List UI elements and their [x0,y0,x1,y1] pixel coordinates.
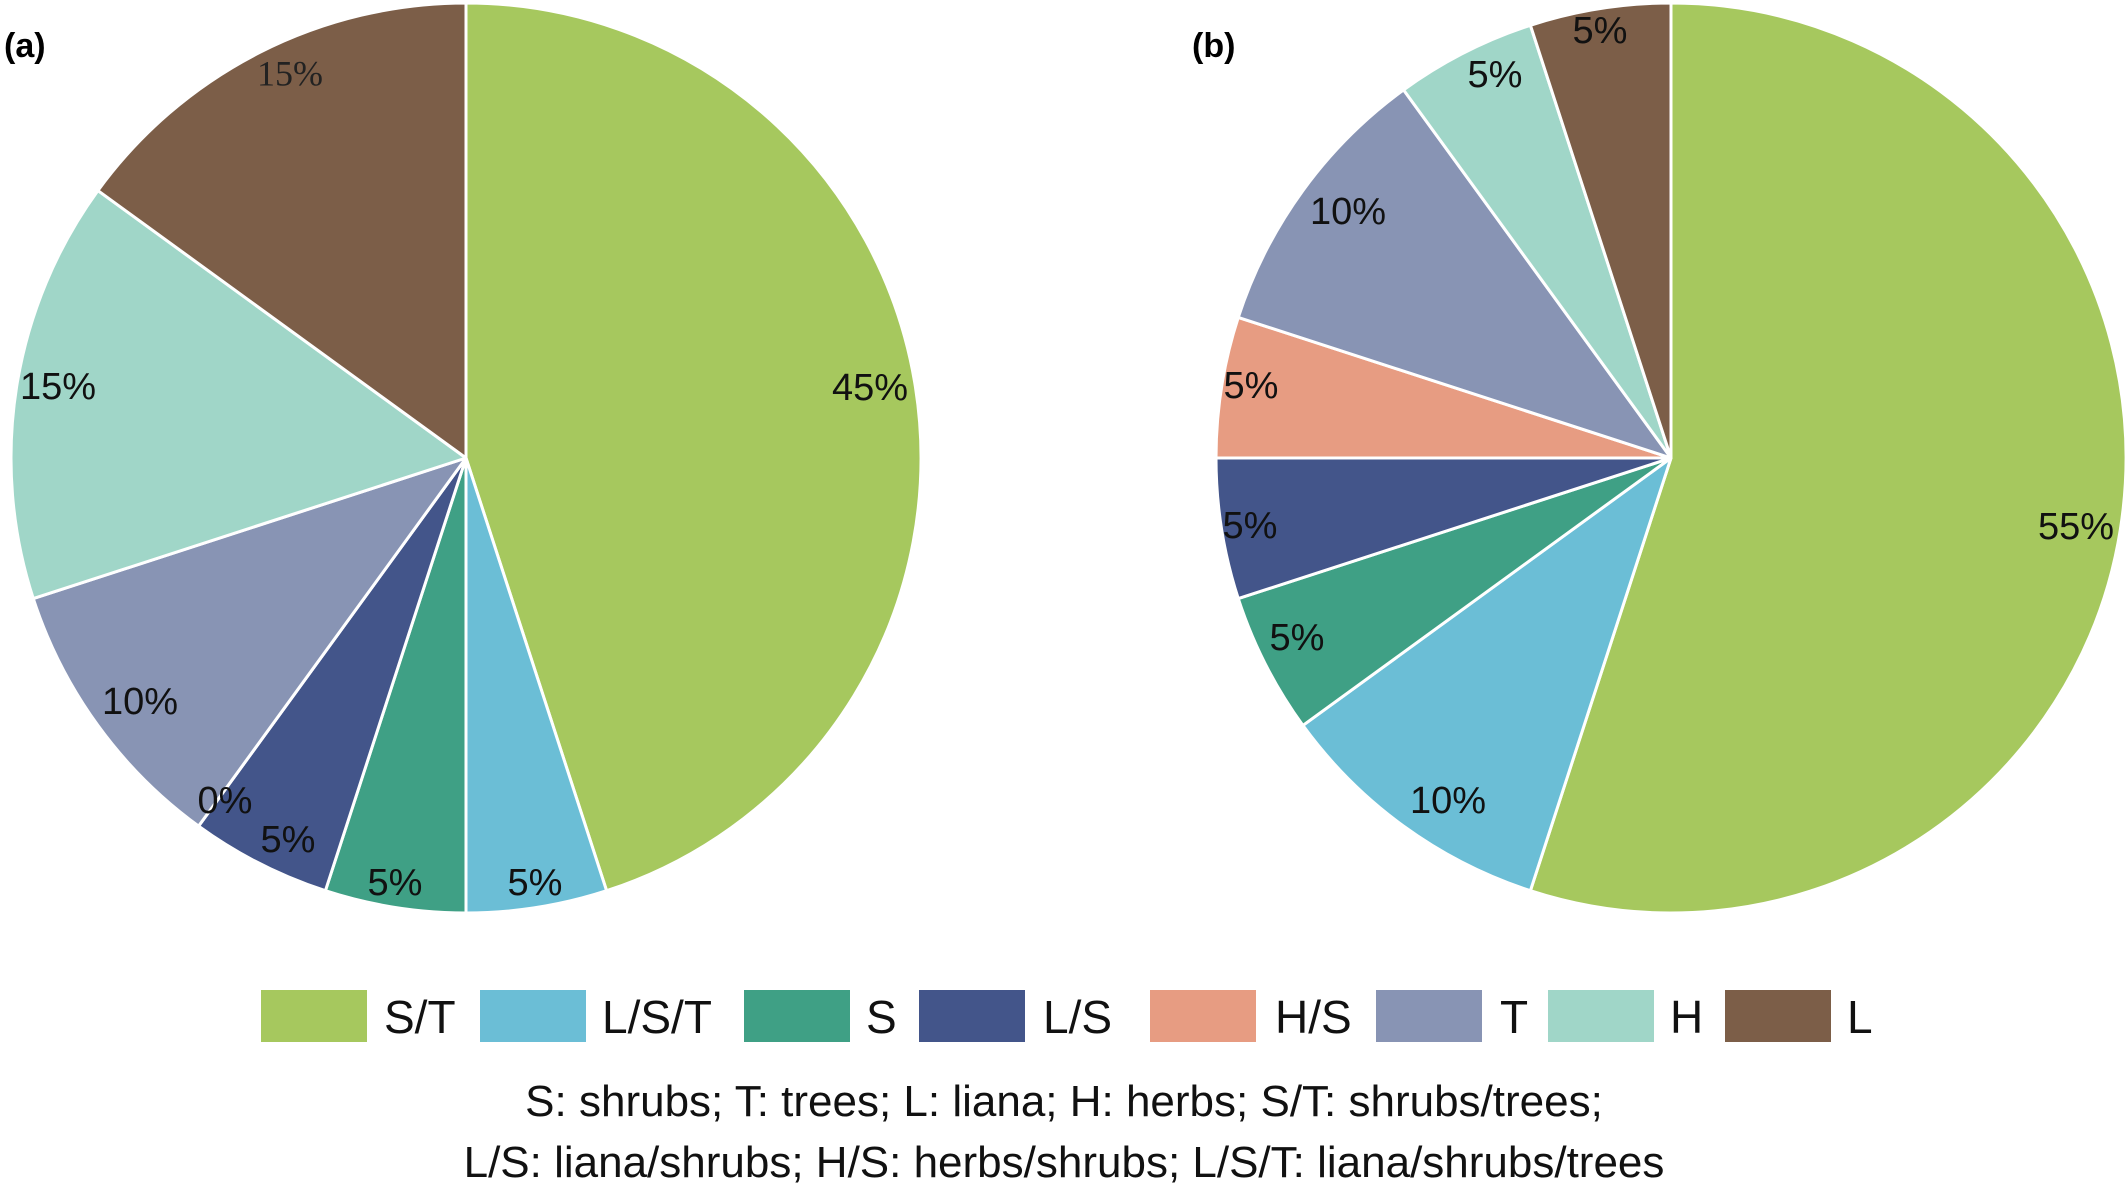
pie-a-slice-l-s-t [464,456,609,915]
pie-b-label-l-s: 5% [1223,505,1278,547]
legend-swatch-h-s [1150,990,1256,1042]
pie-a-slice-h [9,189,468,601]
legend-swatch-s-t [261,990,367,1042]
pie-a-label-h-s: 0% [198,780,253,822]
abbreviation-note-line-1: S: shrubs; T: trees; L: liana; H: herbs;… [525,1077,1603,1126]
legend-label-h-s: H/S [1275,991,1352,1043]
pie-b-slice-h [1402,23,1673,460]
legend-swatch-s [744,990,850,1042]
abbreviation-note-line-2: L/S: liana/shrubs; H/S: herbs/shrubs; L/… [463,1138,1665,1187]
pie-a-slice-t [31,456,468,828]
pie-b-label-h-s: 5% [1224,365,1279,407]
legend-swatch-l-s-t [480,990,586,1042]
legend-label-h: H [1670,991,1703,1043]
pie-a-label-l: 15% [257,53,323,93]
pie-b-slice-t [1236,88,1673,460]
legend-label-l-s-t: L/S/T [602,991,712,1043]
pie-b-slice-s [1236,456,1673,727]
pie-a-slice-s-t [464,1,923,893]
pie-b-label-s-t: 55% [2038,506,2114,548]
pie-b-label-h: 5% [1468,54,1523,96]
pie-a-slice-s [323,456,468,915]
legend-label-l: L [1847,991,1873,1043]
pie-a-label-h: 15% [20,366,96,408]
pie-a-slice-l-s [197,456,468,893]
pie-b-slice-h-s [1214,315,1673,460]
pie-a-label-l-s: 5% [261,819,316,861]
legend-swatch-l [1725,990,1831,1042]
pie-a-label-l-s-t: 5% [508,862,563,904]
legend-label-s: S [866,991,897,1043]
pie-b-slice-l-s-t [1301,456,1673,893]
pie-b-label-s: 5% [1270,617,1325,659]
legend-swatch-t [1376,990,1482,1042]
pie-a-label-t: 10% [102,681,178,723]
pie-b-label-l-s-t: 10% [1410,780,1486,822]
panel-label-b: (b) [1192,27,1235,65]
legend-swatch-l-s [919,990,1025,1042]
pie-b-label-l: 5% [1573,10,1628,52]
pie-b-label-t: 10% [1310,191,1386,233]
pie-b-slice-s-t [1528,1,2128,915]
legend-label-t: T [1500,991,1528,1043]
pie-a-label-s: 5% [368,862,423,904]
legend-label-l-s: L/S [1043,991,1112,1043]
pie-a-label-s-t: 45% [832,367,908,409]
pie-b-slice-l-s [1214,456,1673,601]
panel-label-a: (a) [4,27,46,65]
pie-a-slice-l [96,1,468,460]
legend-swatch-h [1548,990,1654,1042]
pie-b-slice-l [1528,1,1673,460]
legend-label-s-t: S/T [384,991,456,1043]
